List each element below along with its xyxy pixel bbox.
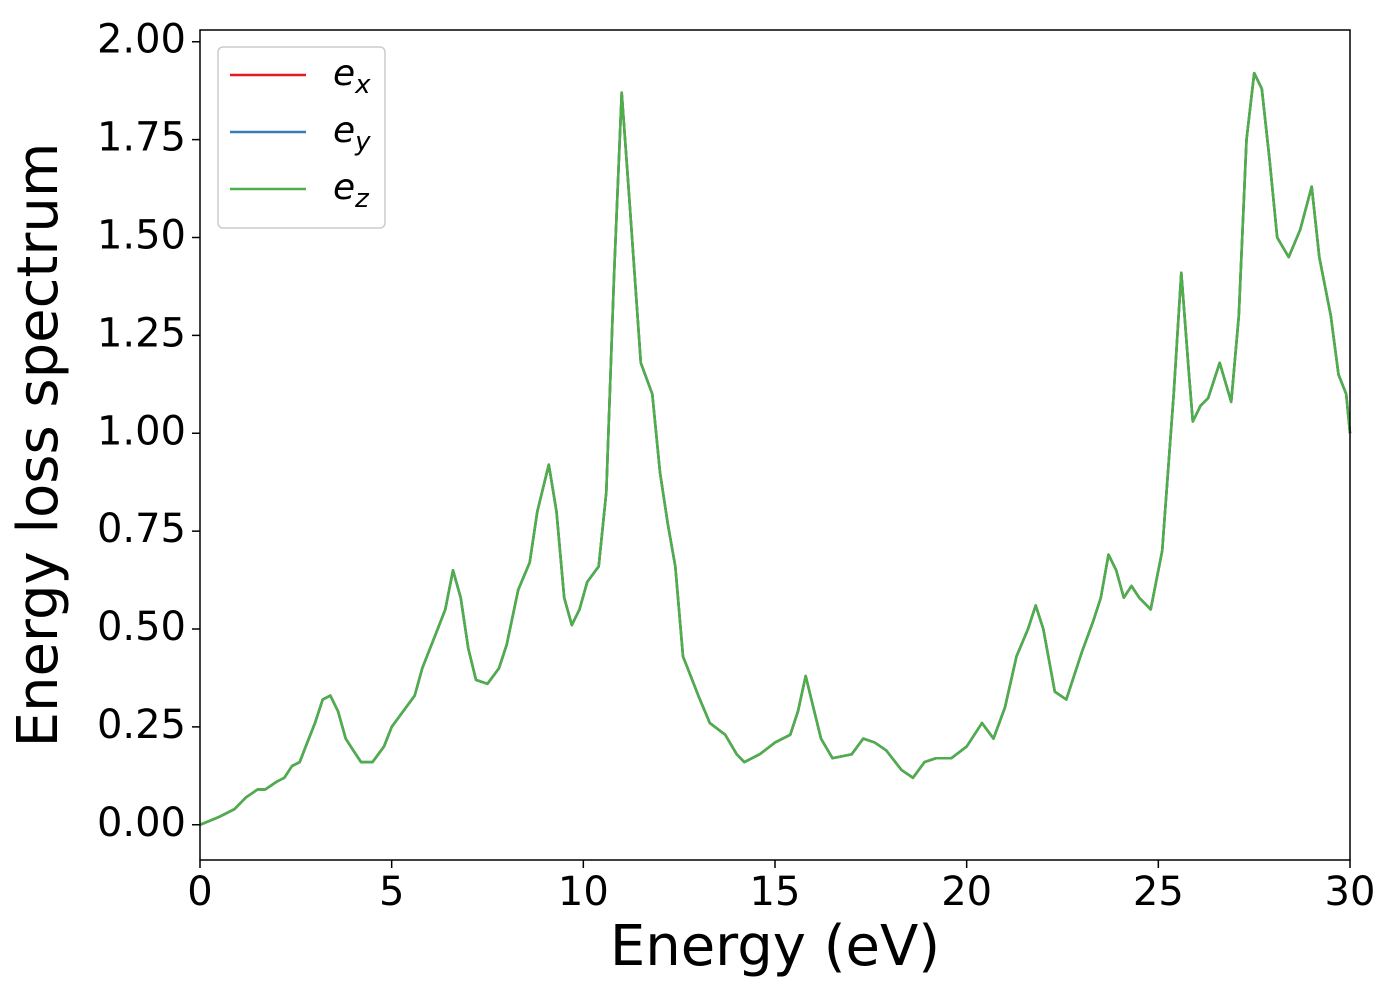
y-axis-label: Energy loss spectrum (6, 143, 71, 748)
y-tick-label: 0.00 (97, 800, 186, 846)
legend-label: ex (333, 53, 371, 100)
x-tick-label: 15 (750, 869, 801, 915)
legend-label: ez (333, 167, 370, 214)
y-tick-label: 2.00 (97, 17, 186, 63)
y-tick-label: 0.75 (97, 506, 186, 552)
x-tick-label: 0 (187, 869, 212, 915)
y-tick-label: 1.25 (97, 310, 186, 356)
data-line (199, 71, 1352, 826)
x-tick-label: 5 (379, 869, 404, 915)
x-axis-label: Energy (eV) (610, 914, 940, 979)
x-tick-label: 20 (941, 869, 992, 915)
legend-label: ey (333, 110, 371, 157)
x-tick-label: 10 (558, 869, 609, 915)
y-tick-label: 1.00 (97, 408, 186, 454)
plot-frame (199, 29, 1351, 861)
legend-box (217, 46, 386, 229)
y-tick-label: 1.50 (97, 213, 186, 259)
x-tick-label: 30 (1325, 869, 1376, 915)
y-tick-label: 0.50 (97, 604, 186, 650)
y-tick-label: 1.75 (97, 115, 186, 161)
x-tick-label: 25 (1133, 869, 1184, 915)
y-tick-label: 0.25 (97, 702, 186, 748)
